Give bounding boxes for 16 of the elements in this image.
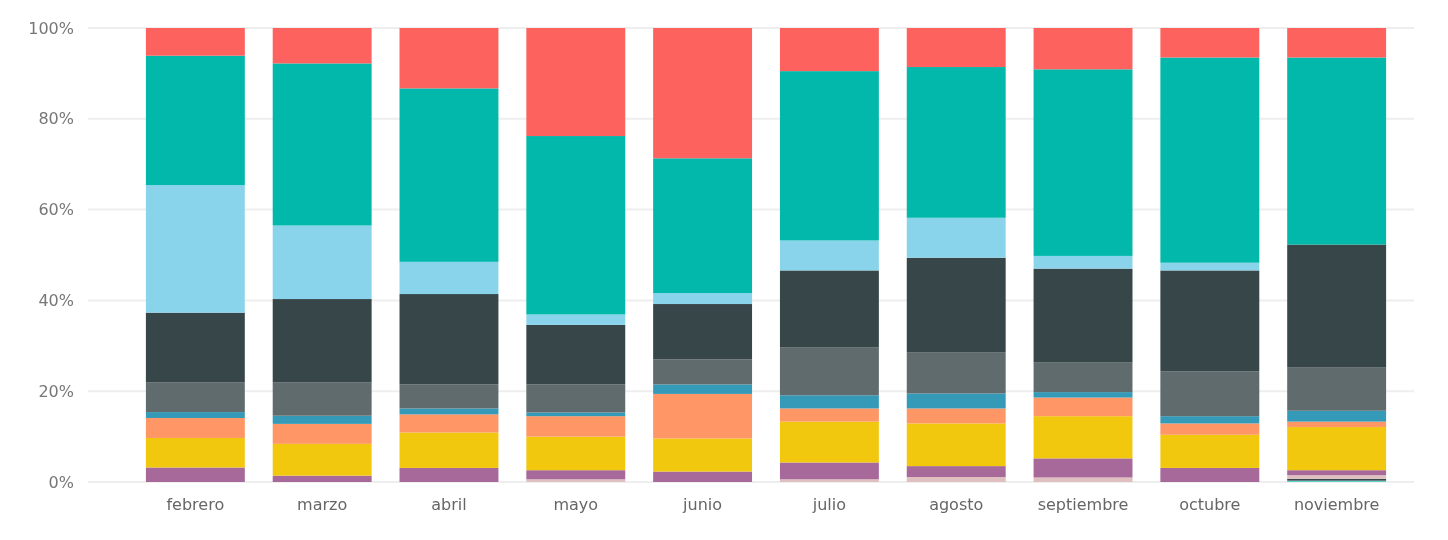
x-tick-label: febrero <box>166 495 225 514</box>
x-tick-label: julio <box>811 495 847 514</box>
x-tick-label: abril <box>431 495 467 514</box>
y-tick-label: 80% <box>38 109 74 129</box>
x-tick-label: septiembre <box>1037 495 1129 514</box>
x-tick-label: octubre <box>1179 495 1241 514</box>
x-tick-label: agosto <box>929 495 984 514</box>
x-tick-label: mayo <box>553 495 599 514</box>
y-tick-label: 60% <box>38 200 74 220</box>
y-tick-label: 100% <box>28 18 74 38</box>
x-tick-label: marzo <box>297 495 348 514</box>
y-tick-label: 20% <box>38 381 74 401</box>
y-tick-label: 40% <box>38 291 74 310</box>
x-tick-label: junio <box>682 495 723 514</box>
x-tick-label: noviembre <box>1293 495 1380 514</box>
y-tick-label: 0% <box>48 472 74 492</box>
